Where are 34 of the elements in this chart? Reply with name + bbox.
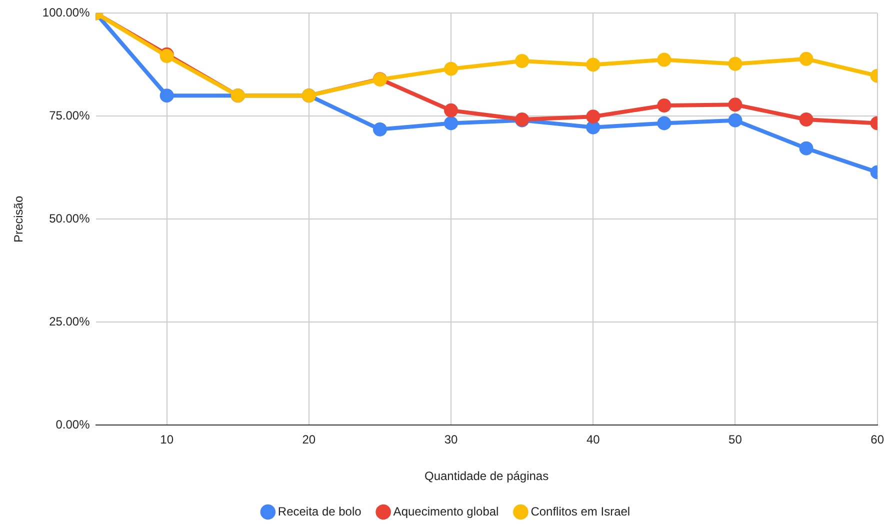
point <box>444 116 458 130</box>
x-tick-label: 20 <box>302 432 316 447</box>
point <box>728 56 742 71</box>
point <box>657 52 672 67</box>
x-axis-title: Quantidade de páginas <box>424 469 549 484</box>
point <box>160 88 174 103</box>
point <box>372 122 387 136</box>
legend-label: Aquecimento global <box>393 504 499 518</box>
x-tick-label: 30 <box>444 432 458 447</box>
legend-label: Receita de bolo <box>278 504 362 518</box>
y-tick-label: 25.00% <box>49 314 90 329</box>
point <box>799 52 814 66</box>
point <box>799 141 814 156</box>
x-tick-label: 40 <box>586 432 600 447</box>
point <box>657 116 672 130</box>
legend-label: Conflitos em Israel <box>530 504 630 518</box>
y-tick-label: 0.00% <box>56 418 90 432</box>
y-axis-title: Precisão <box>12 196 26 243</box>
point <box>515 54 530 68</box>
point <box>586 58 600 72</box>
point <box>444 62 458 76</box>
point <box>657 98 672 112</box>
x-tick-label: 50 <box>728 432 742 447</box>
point <box>586 110 600 124</box>
x-tick-label: 60 <box>870 432 884 447</box>
x-tick-label: 10 <box>160 432 174 447</box>
point <box>799 112 814 126</box>
y-tick-label: 100.00% <box>42 6 90 20</box>
point <box>728 113 742 128</box>
point <box>444 103 458 118</box>
y-tick-label: 50.00% <box>49 212 90 226</box>
y-tick-label: 75.00% <box>49 108 90 123</box>
point <box>586 120 600 134</box>
point <box>728 98 742 112</box>
